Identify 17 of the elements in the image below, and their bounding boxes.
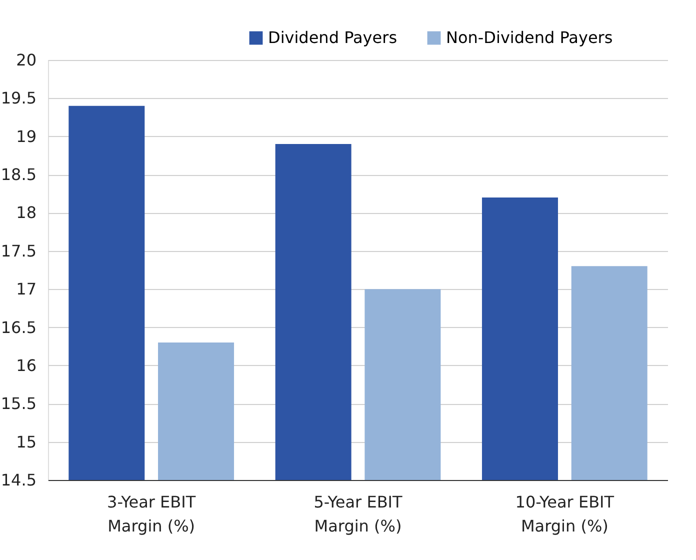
y-tick-label: 15.5	[0, 394, 36, 414]
legend-label: Dividend Payers	[268, 28, 398, 47]
x-tick-label: 10-Year EBIT Margin (%)	[515, 492, 614, 536]
y-tick-label: 17	[16, 280, 36, 299]
y-tick-label: 20	[16, 50, 36, 70]
x-tick-label: 3-Year EBIT Margin (%)	[107, 492, 196, 536]
y-tick-label: 17.5	[0, 241, 36, 260]
y-tick-label: 18.5	[0, 165, 36, 184]
y-tick-label: 19.5	[0, 88, 36, 108]
y-tick-label: 14.5	[0, 470, 36, 490]
x-tick-label: 5-Year EBIT Margin (%)	[314, 492, 403, 536]
legend-label: Non-Dividend Payers	[446, 28, 613, 47]
y-tick-label: 15	[16, 432, 36, 452]
y-tick-label: 16.5	[0, 318, 36, 337]
y-tick-label: 18	[16, 203, 36, 222]
y-tick-label: 19	[16, 126, 36, 146]
y-tick-label: 16	[16, 356, 36, 375]
